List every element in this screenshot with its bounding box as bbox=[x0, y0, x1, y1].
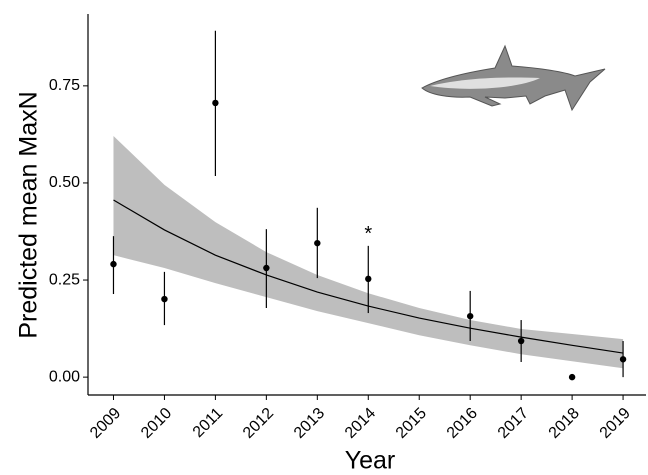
y-tick-label: 0.50 bbox=[49, 174, 80, 191]
point bbox=[568, 373, 576, 381]
x-tick-label: 2015 bbox=[393, 405, 430, 442]
y-axis-title: Predicted mean MaxN bbox=[15, 91, 43, 338]
x-tick-label: 2019 bbox=[597, 405, 634, 442]
point bbox=[110, 260, 117, 268]
x-tick-label: 2014 bbox=[342, 405, 379, 442]
x-tick-label: 2018 bbox=[546, 405, 583, 442]
point bbox=[466, 312, 474, 320]
y-tick-label: 0.75 bbox=[49, 77, 80, 94]
shark-illustration bbox=[421, 44, 606, 112]
point bbox=[263, 264, 270, 272]
annotation: * bbox=[364, 223, 372, 245]
y-tick-label: 0.00 bbox=[49, 368, 80, 385]
x-tick-label: 2016 bbox=[444, 405, 481, 442]
x-tick-label: 2012 bbox=[240, 405, 277, 442]
point bbox=[517, 337, 525, 345]
point bbox=[161, 295, 168, 303]
x-tick-label: 2017 bbox=[495, 405, 532, 442]
point bbox=[212, 99, 219, 107]
x-tick-label: 2009 bbox=[87, 405, 124, 442]
x-axis-title: Year bbox=[345, 447, 396, 475]
x-tick-label: 2010 bbox=[138, 405, 175, 442]
x-tick-label: 2013 bbox=[291, 405, 328, 442]
point bbox=[619, 356, 627, 363]
point bbox=[314, 239, 321, 247]
y-tick-label: 0.25 bbox=[49, 271, 80, 288]
shark-highlight bbox=[430, 77, 540, 89]
point bbox=[365, 275, 372, 283]
x-tick-label: 2011 bbox=[190, 405, 226, 441]
